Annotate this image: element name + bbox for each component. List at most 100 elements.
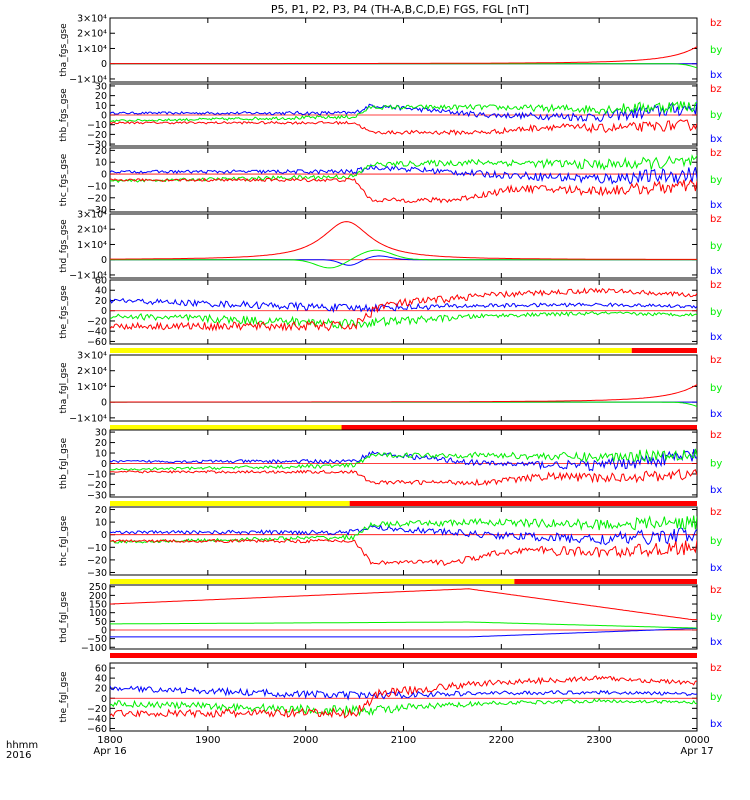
legend-bz: bz [710, 148, 722, 159]
ytick-label: 20 [95, 146, 107, 157]
legend-bx: bx [710, 409, 722, 420]
ytick-label: −20 [87, 704, 107, 715]
series-bz-line [110, 538, 697, 566]
legend-bx: bx [710, 70, 722, 81]
ytick-label: −40 [87, 714, 107, 725]
ytick-label: 40 [95, 286, 107, 297]
ytick-label: 0 [101, 255, 107, 266]
quality-bar-good [110, 348, 632, 353]
panel-frame [109, 584, 698, 650]
legend-bx: bx [710, 134, 722, 145]
ytick-label: 60 [95, 664, 107, 675]
ytick-label: 1×10⁴ [77, 240, 107, 251]
ytick-label: 0 [101, 459, 107, 470]
ytick-label: −1×10⁴ [69, 270, 107, 281]
ytick-label: −30 [87, 205, 107, 216]
ytick-label: −1×10⁴ [69, 413, 107, 424]
panel-tha_fgs_gse: tha_fgs_gse 3×10⁴ 2×10⁴ 1×10⁴ 0 −1×10⁴ bz by bx [59, 14, 722, 86]
panel-tha_fgl_gse: tha_fgl_gse 3×10⁴ 2×10⁴ 1×10⁴ 0 −1×10⁴ bz by bx [59, 351, 722, 430]
ytick-label: 0 [101, 398, 107, 409]
ytick-label: 0 [101, 306, 107, 317]
ytick-label: 0 [101, 111, 107, 122]
legend-by: by [710, 110, 722, 121]
ytick-label: 10 [95, 158, 107, 169]
ytick-label: 3×10⁴ [77, 14, 107, 25]
ytick-label: 2×10⁴ [77, 29, 107, 40]
ytick-label: −10 [87, 469, 107, 480]
ytick-label: 150 [89, 600, 107, 611]
time-axis-label-hhmm: hhmm [6, 740, 38, 751]
quality-bar-good [110, 501, 350, 506]
series-bx-line [110, 163, 697, 185]
ytick-label: −1×10⁴ [69, 74, 107, 85]
legend-by: by [710, 459, 722, 470]
series-bx-line [110, 524, 697, 546]
series-by-line [110, 698, 697, 717]
series-by-line [110, 621, 697, 629]
ytick-label: 3×10⁴ [77, 210, 107, 221]
legend-by: by [710, 307, 722, 318]
legend-bz: bz [710, 214, 722, 225]
ytick-label: −10 [87, 181, 107, 192]
legend-by: by [710, 692, 722, 703]
ytick-label: −30 [87, 490, 107, 501]
panel-ylabel: the_fgs_gse [59, 285, 69, 339]
legend-bz: bz [710, 18, 722, 29]
legend-by: by [710, 241, 722, 252]
ytick-label: 30 [95, 428, 107, 439]
ytick-label: 20 [95, 296, 107, 307]
legend-bz: bz [710, 280, 722, 291]
ytick-label: 2×10⁴ [77, 366, 107, 377]
ytick-label: −20 [87, 555, 107, 566]
panel-ylabel: tha_fgl_gse [59, 362, 69, 414]
legend-bz: bz [710, 430, 722, 441]
panel-ylabel: thc_fgl_gse [59, 515, 69, 566]
ytick-label: 100 [89, 608, 107, 619]
time-axis-label-year: 2016 [6, 750, 31, 761]
legend-bx: bx [710, 332, 722, 343]
xtick-label: 1900 [195, 735, 220, 746]
xtick-date-label: Apr 16 [93, 746, 126, 757]
panel-ylabel: thb_fgs_gse [59, 88, 69, 142]
ytick-label: −50 [87, 634, 107, 645]
panel-ylabel: thd_fgs_gse [59, 219, 69, 273]
ytick-label: 20 [95, 505, 107, 516]
ytick-label: −100 [81, 643, 107, 654]
ytick-label: 20 [95, 438, 107, 449]
xtick-label: 2000 [293, 735, 318, 746]
ytick-label: 0 [101, 625, 107, 636]
series-bx-line [110, 685, 697, 701]
legend-by: by [710, 175, 722, 186]
series-by-line [110, 401, 697, 407]
ytick-label: −20 [87, 130, 107, 141]
xtick-label: 1800 [97, 735, 122, 746]
ytick-label: 40 [95, 674, 107, 685]
ytick-label: 0 [101, 530, 107, 541]
quality-bar-bad [349, 501, 697, 506]
quality-bar-bad [631, 348, 697, 353]
xtick-label: 2200 [489, 735, 514, 746]
ytick-label: −60 [87, 337, 107, 348]
ytick-label: 20 [95, 684, 107, 695]
series-bz-line [110, 221, 697, 260]
legend-bz: bz [710, 507, 722, 518]
legend-bx: bx [710, 485, 722, 496]
ytick-label: 1×10⁴ [77, 382, 107, 393]
panel-frame [109, 662, 698, 732]
legend-bx: bx [710, 266, 722, 277]
legend-by: by [710, 536, 722, 547]
legend-bx: bx [710, 563, 722, 574]
series-by-line [110, 154, 697, 183]
ytick-label: 0 [101, 170, 107, 181]
panel-frame [109, 17, 698, 83]
series-bx-line [110, 297, 697, 314]
panel-ylabel: thd_fgl_gse [59, 591, 69, 643]
series-bz-line [110, 468, 697, 486]
xtick-label: 2100 [391, 735, 416, 746]
series-bz-line [110, 119, 697, 136]
